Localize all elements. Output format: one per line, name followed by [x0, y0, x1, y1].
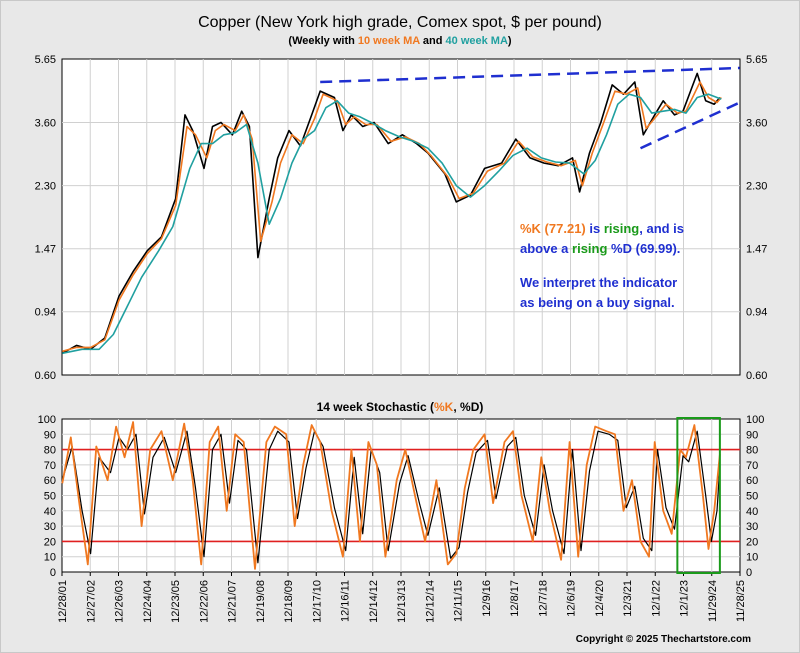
price-y-tick-left: 5.65 [35, 54, 56, 66]
stochastic-title-prefix: 14 week Stochastic ( [317, 400, 434, 414]
price-y-tick-right: 3.60 [746, 118, 767, 130]
annotation-segment: rising [572, 241, 607, 256]
main-chart-title: Copper (New York high grade, Comex spot,… [198, 14, 602, 31]
date-tick-label: 12/12/14 [424, 580, 436, 623]
annotation-segment: is [586, 221, 604, 236]
price-y-tick-right: 0.94 [746, 307, 767, 319]
annotation-segment: %K (77.21) [520, 221, 586, 236]
stochastic-y-tick-left: 50 [44, 491, 56, 503]
date-tick-label: 12/27/02 [85, 580, 97, 623]
annotation-segment: %D (69.99). [607, 241, 680, 256]
date-tick-label: 12/7/18 [537, 580, 549, 617]
annotation-line1: %K (77.21) is rising, and is [520, 221, 684, 236]
date-tick-label: 12/14/12 [368, 580, 380, 623]
date-tick-label: 12/23/05 [170, 580, 182, 623]
date-tick-label: 11/29/24 [707, 580, 719, 622]
price-y-tick-left: 3.60 [35, 118, 56, 130]
date-tick-label: 12/9/16 [481, 580, 493, 617]
stochastic-y-tick-left: 80 [44, 445, 56, 457]
copyright-text: Copyright © 2025 Thechartstore.com [576, 634, 751, 645]
annotation-segment: We interpret the indicator [520, 275, 677, 290]
stochastic-title-sep: , [453, 400, 460, 414]
stochastic-y-tick-right: 40 [746, 506, 758, 518]
price-y-tick-right: 5.65 [746, 54, 767, 66]
upper-trendline [320, 66, 740, 84]
copper-price-line [61, 72, 721, 354]
stochastic-y-tick-right: 90 [746, 429, 758, 441]
stochastic-y-tick-right: 100 [746, 414, 764, 426]
date-tick-label: 12/26/03 [114, 580, 126, 623]
stochastic-y-tick-right: 0 [746, 567, 752, 579]
signal-highlight-box [676, 417, 721, 574]
annotation-line2: above a rising %D (69.99). [520, 241, 680, 256]
date-tick-label: 12/8/17 [509, 580, 521, 617]
stochastic-title-d: %D [460, 400, 480, 414]
date-tick-label: 12/13/13 [396, 580, 408, 623]
stochastic-y-tick-left: 40 [44, 506, 56, 518]
price-y-tick-left: 1.47 [35, 244, 56, 256]
date-tick-label: 12/17/10 [311, 580, 323, 623]
stochastic-y-tick-left: 100 [38, 414, 56, 426]
stochastic-y-tick-right: 80 [746, 445, 758, 457]
date-tick-label: 12/18/09 [283, 580, 295, 623]
subtitle-fast-ma: 10 week MA [358, 35, 420, 47]
date-tick-label: 12/21/07 [227, 580, 239, 623]
price-y-tick-right: 1.47 [746, 244, 767, 256]
date-tick-label: 12/1/22 [650, 580, 662, 617]
stochastic-y-tick-left: 60 [44, 475, 56, 487]
price-y-tick-left: 0.60 [35, 370, 56, 382]
stochastic-y-tick-right: 20 [746, 536, 758, 548]
stochastic-y-tick-left: 30 [44, 521, 56, 533]
stochastic-y-tick-left: 90 [44, 429, 56, 441]
stochastic-y-tick-left: 20 [44, 536, 56, 548]
date-tick-label: 11/28/25 [735, 580, 747, 622]
stochastic-y-tick-right: 50 [746, 491, 758, 503]
subtitle-prefix: (Weekly with [288, 35, 357, 47]
stochastic-y-tick-left: 0 [50, 567, 56, 579]
stochastic-y-tick-right: 70 [746, 460, 758, 472]
annotation-segment: as being on a buy signal. [520, 295, 675, 310]
stochastic-title: 14 week Stochastic (%K, %D) [317, 400, 484, 414]
subtitle-middle: and [420, 35, 446, 47]
subtitle-suffix: ) [508, 35, 512, 47]
date-tick-label: 12/24/04 [142, 580, 154, 623]
date-tick-label: 12/11/15 [453, 580, 465, 622]
stochastic-k-line [61, 421, 721, 570]
stochastic-y-tick-right: 30 [746, 521, 758, 533]
price-y-tick-right: 2.30 [746, 181, 767, 193]
ma10-line [62, 81, 722, 353]
price-y-tick-left: 2.30 [35, 181, 56, 193]
annotation-line4: as being on a buy signal. [520, 295, 675, 310]
date-tick-label: 12/16/11 [340, 580, 352, 622]
stochastic-y-tick-right: 60 [746, 475, 758, 487]
price-y-tick-right: 0.60 [746, 370, 767, 382]
date-tick-label: 12/3/21 [622, 580, 634, 617]
date-tick-label: 12/28/01 [57, 580, 69, 623]
annotation-segment: rising [604, 221, 639, 236]
date-tick-label: 12/6/19 [566, 580, 578, 617]
date-tick-label: 12/4/20 [594, 580, 606, 617]
main-chart-subtitle: (Weekly with 10 week MA and 40 week MA) [288, 35, 512, 47]
annotation-segment: , and is [639, 221, 684, 236]
stochastic-y-tick-left: 70 [44, 460, 56, 472]
annotation-segment: above a [520, 241, 572, 256]
ma40-line [62, 93, 722, 355]
price-y-tick-left: 0.94 [35, 307, 56, 319]
annotation-line3: We interpret the indicator [520, 275, 677, 290]
date-tick-label: 12/1/23 [679, 580, 691, 617]
date-tick-label: 12/22/06 [198, 580, 210, 623]
stochastic-title-suffix: ) [479, 400, 483, 414]
stochastic-y-tick-right: 10 [746, 552, 758, 564]
stochastic-y-tick-left: 10 [44, 552, 56, 564]
stochastic-title-k: %K [434, 400, 454, 414]
subtitle-slow-ma: 40 week MA [446, 35, 508, 47]
date-tick-label: 12/19/08 [255, 580, 267, 623]
